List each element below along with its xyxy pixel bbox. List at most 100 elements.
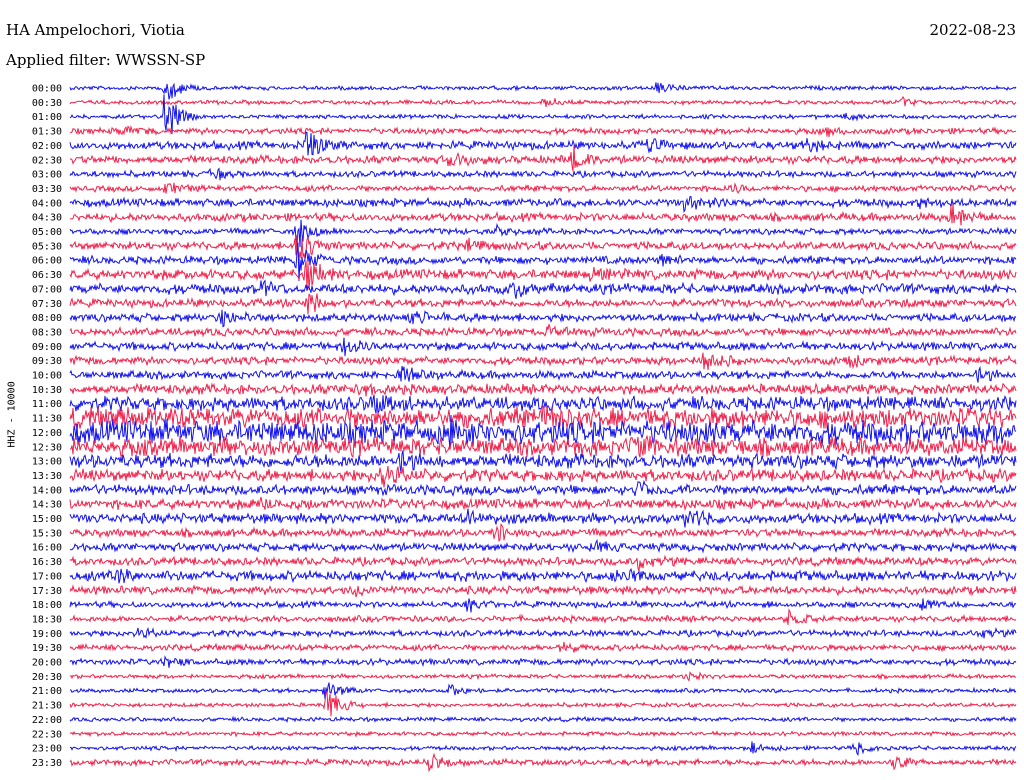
- row-label-1800: 18:00: [32, 600, 62, 611]
- row-label-0000: 00:00: [32, 84, 62, 95]
- row-label-0430: 04:30: [32, 213, 62, 224]
- trace-0600: [69, 242, 1017, 282]
- trace-2030: [69, 671, 1017, 682]
- trace-1230: [69, 434, 1017, 458]
- trace-0730: [69, 293, 1017, 315]
- row-label-2130: 21:30: [32, 701, 62, 712]
- trace-0830: [69, 323, 1017, 339]
- trace-1800: [69, 598, 1017, 613]
- trace-0000: [69, 82, 1017, 100]
- row-label-0030: 00:30: [32, 98, 62, 109]
- row-label-0600: 06:00: [32, 256, 62, 267]
- trace-1130: [69, 405, 1017, 430]
- trace-2100: [69, 682, 1017, 700]
- trace-0330: [69, 182, 1017, 194]
- trace-1700: [69, 567, 1017, 584]
- trace-0800: [69, 309, 1017, 328]
- row-label-1200: 12:00: [32, 428, 62, 439]
- row-label-0530: 05:30: [32, 241, 62, 252]
- trace-1200: [69, 414, 1017, 450]
- trace-1630: [69, 554, 1017, 572]
- row-label-1830: 18:30: [32, 614, 62, 625]
- row-label-0930: 09:30: [32, 356, 62, 367]
- row-label-0900: 09:00: [32, 342, 62, 353]
- row-label-1030: 10:30: [32, 385, 62, 396]
- row-label-1430: 14:30: [32, 500, 62, 511]
- row-label-0700: 07:00: [32, 284, 62, 295]
- trace-0700: [69, 279, 1017, 299]
- row-label-0130: 01:30: [32, 127, 62, 138]
- trace-2000: [69, 655, 1017, 668]
- row-label-1230: 12:30: [32, 442, 62, 453]
- trace-1030: [69, 382, 1017, 397]
- trace-1300: [69, 450, 1017, 473]
- row-label-0330: 03:30: [32, 184, 62, 195]
- row-label-0300: 03:00: [32, 170, 62, 181]
- trace-1400: [69, 479, 1017, 498]
- trace-1900: [69, 627, 1017, 639]
- trace-0030: [69, 95, 1017, 108]
- trace-2200: [69, 715, 1017, 724]
- trace-1430: [69, 496, 1017, 512]
- row-label-1400: 14:00: [32, 485, 62, 496]
- trace-2300: [69, 741, 1017, 757]
- trace-1000: [69, 365, 1017, 383]
- row-label-1330: 13:30: [32, 471, 62, 482]
- trace-0530: [69, 235, 1017, 260]
- trace-0130: [69, 125, 1017, 138]
- row-label-2330: 23:30: [32, 758, 62, 769]
- trace-1830: [69, 608, 1017, 625]
- row-label-1630: 16:30: [32, 557, 62, 568]
- trace-0900: [69, 337, 1017, 357]
- trace-2130: [69, 690, 1017, 717]
- trace-2330: [69, 752, 1017, 773]
- row-label-2300: 23:00: [32, 744, 62, 755]
- row-label-2000: 20:00: [32, 658, 62, 669]
- row-label-1730: 17:30: [32, 586, 62, 597]
- row-label-0500: 05:00: [32, 227, 62, 238]
- row-label-2100: 21:00: [32, 686, 62, 697]
- trace-1930: [69, 641, 1017, 653]
- filter-label: Applied filter: WWSSN-SP: [6, 51, 206, 69]
- trace-0430: [69, 203, 1017, 226]
- row-label-1700: 17:00: [32, 571, 62, 582]
- row-label-1900: 19:00: [32, 629, 62, 640]
- trace-1500: [69, 508, 1017, 528]
- row-label-0730: 07:30: [32, 299, 62, 310]
- trace-0230: [69, 145, 1017, 172]
- row-label-1100: 11:00: [32, 399, 62, 410]
- row-label-1130: 11:30: [32, 414, 62, 425]
- row-label-0230: 02:30: [32, 155, 62, 166]
- row-label-1930: 19:30: [32, 643, 62, 654]
- trace-0400: [69, 196, 1017, 214]
- row-label-0400: 04:00: [32, 198, 62, 209]
- row-labels: 00:00 00:30 01:00 01:30 02:00 02:30 03:00 03:30…: [32, 84, 62, 769]
- date-label: 2022-08-23: [929, 21, 1016, 39]
- trace-0930: [69, 352, 1017, 371]
- trace-1730: [69, 584, 1017, 598]
- row-label-0100: 01:00: [32, 112, 62, 123]
- trace-1600: [69, 538, 1017, 554]
- row-label-2230: 22:30: [32, 729, 62, 740]
- trace-1100: [69, 394, 1017, 414]
- row-label-1500: 15:00: [32, 514, 62, 525]
- row-label-1300: 13:00: [32, 457, 62, 468]
- row-label-1000: 10:00: [32, 371, 62, 382]
- row-label-1600: 16:00: [32, 543, 62, 554]
- row-label-2030: 20:30: [32, 672, 62, 683]
- row-label-1530: 15:30: [32, 528, 62, 539]
- trace-0500: [69, 219, 1017, 248]
- trace-0630: [69, 260, 1017, 290]
- trace-2230: [69, 730, 1017, 738]
- row-label-0830: 08:30: [32, 327, 62, 338]
- row-label-0800: 08:00: [32, 313, 62, 324]
- trace-1330: [69, 465, 1017, 488]
- traces: [69, 82, 1017, 773]
- row-label-0630: 06:30: [32, 270, 62, 281]
- trace-0200: [69, 131, 1017, 156]
- trace-0100: [69, 94, 1017, 134]
- station-title: HA Ampelochori, Viotia: [6, 21, 185, 39]
- row-label-0200: 02:00: [32, 141, 62, 152]
- row-label-2200: 22:00: [32, 715, 62, 726]
